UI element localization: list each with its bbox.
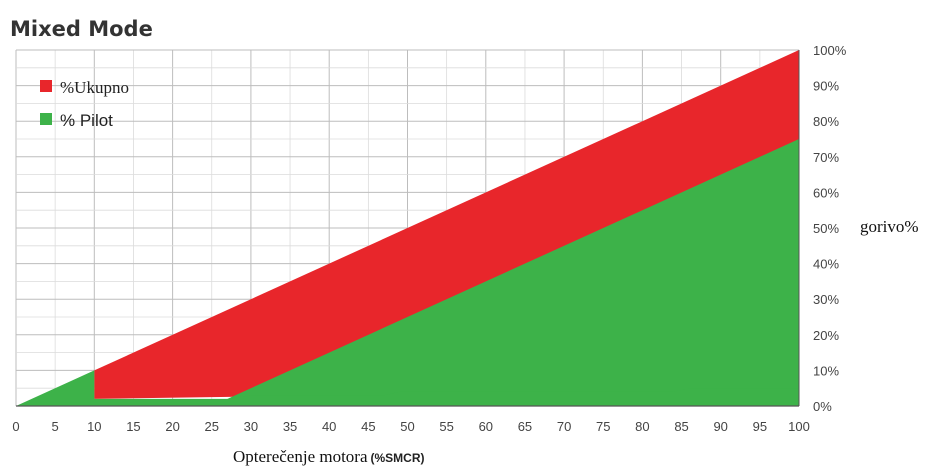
y-tick-labels: 0% 10% 20% 30% 40% 50% 60% 70% 80% 90% 100% — [813, 43, 847, 414]
x-axis-label-main: Opterečenje motora — [233, 447, 368, 466]
chart-title: Mixed Mode — [10, 17, 153, 41]
y-tick-label: 60% — [813, 185, 839, 200]
y-tick-label: 90% — [813, 79, 839, 94]
x-tick-label: 45 — [361, 419, 375, 434]
legend-label-ukupno: %Ukupno — [60, 78, 129, 97]
y-tick-label: 50% — [813, 221, 839, 236]
x-axis-label: Opterečenje motora (%SMCR) — [233, 447, 425, 466]
axes — [16, 50, 800, 407]
x-tick-label: 30 — [244, 419, 258, 434]
x-tick-label: 55 — [439, 419, 453, 434]
x-tick-label: 40 — [322, 419, 336, 434]
legend: %Ukupno % Pilot — [40, 78, 129, 130]
x-axis-label-unit: (%SMCR) — [371, 451, 425, 465]
x-tick-label: 65 — [518, 419, 532, 434]
x-tick-label: 0 — [12, 419, 19, 434]
y-tick-label: 100% — [813, 43, 847, 58]
x-tick-label: 35 — [283, 419, 297, 434]
x-tick-label: 70 — [557, 419, 571, 434]
legend-label-pilot: % Pilot — [60, 111, 113, 130]
area-pilot — [16, 370, 799, 406]
x-tick-label: 80 — [635, 419, 649, 434]
x-tick-label: 20 — [165, 419, 179, 434]
x-tick-label: 95 — [753, 419, 767, 434]
x-tick-label: 10 — [87, 419, 101, 434]
x-tick-label: 5 — [52, 419, 59, 434]
x-tick-label: 15 — [126, 419, 140, 434]
legend-swatch-ukupno — [40, 80, 52, 92]
x-tick-label: 25 — [205, 419, 219, 434]
x-tick-label: 100 — [788, 419, 810, 434]
x-tick-label: 85 — [674, 419, 688, 434]
x-tick-labels: 0 5 10 15 20 25 30 35 40 45 50 55 60 65 70 75 80 85 90 95 10… — [12, 419, 809, 434]
y-tick-label: 40% — [813, 257, 839, 272]
x-tick-label: 50 — [400, 419, 414, 434]
y-tick-label: 30% — [813, 292, 839, 307]
x-tick-label: 90 — [713, 419, 727, 434]
y-tick-label: 10% — [813, 363, 839, 378]
y-tick-label: 80% — [813, 114, 839, 129]
y-tick-label: 20% — [813, 328, 839, 343]
y-tick-label: 70% — [813, 150, 839, 165]
x-tick-label: 75 — [596, 419, 610, 434]
y-axis-label: gorivo% — [860, 217, 919, 236]
plot-areas — [16, 50, 800, 406]
legend-swatch-pilot — [40, 113, 52, 125]
x-tick-label: 60 — [479, 419, 493, 434]
y-tick-label: 0% — [813, 399, 832, 414]
